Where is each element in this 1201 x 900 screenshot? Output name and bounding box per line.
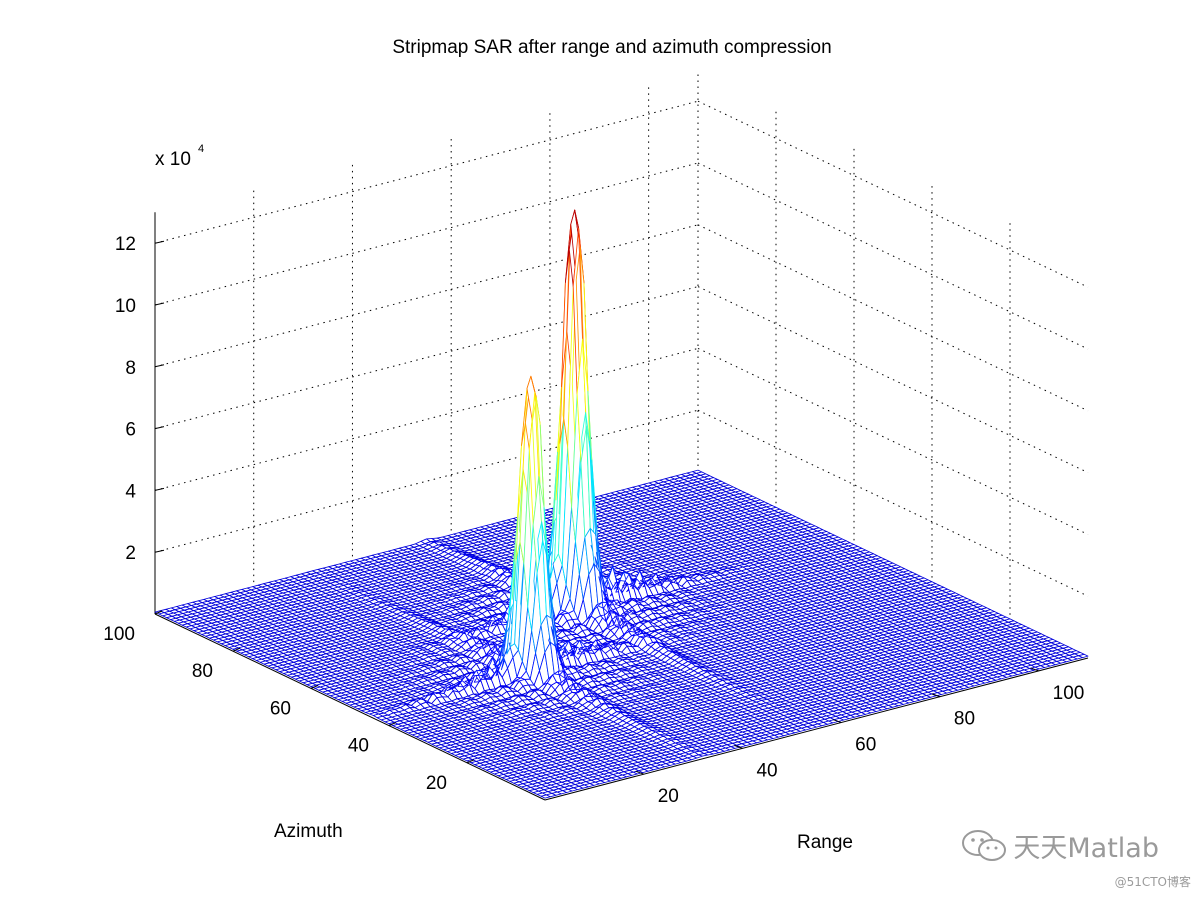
y-axis-line [154,613,546,801]
grid-line [154,162,699,306]
grid-line [154,100,699,244]
grid-line [697,286,1089,474]
grid-line [154,224,699,368]
axes [154,212,1089,801]
grid-line [697,224,1089,412]
grid-line [697,347,1089,535]
x-axis-line [544,657,1089,801]
surface-mesh [154,209,1089,799]
grid-line [154,286,699,430]
grid-line [697,409,1089,597]
grid-line [697,162,1089,350]
grid-line [154,347,699,491]
grid-line [697,100,1089,288]
